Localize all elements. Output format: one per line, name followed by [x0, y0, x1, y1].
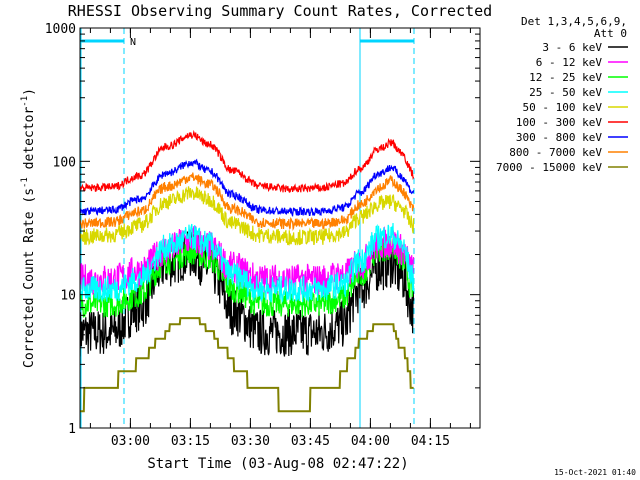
x-tick-label: 03:45	[291, 434, 330, 449]
series-line	[80, 158, 415, 217]
y-axis-label-mid: detector	[22, 107, 37, 178]
plot-area: N	[80, 28, 415, 428]
series-line	[80, 236, 415, 319]
y-axis-label-sup1: -1	[20, 177, 30, 188]
legend-entry-label: 800 - 7000 keV	[509, 146, 602, 159]
y-axis-label-end: )	[22, 88, 37, 96]
legend-header: Att 0	[594, 27, 627, 40]
legend-entry-label: 25 - 50 keV	[529, 86, 602, 99]
y-axis-label-main: Corrected Count Rate (s	[22, 188, 37, 368]
y-axis: 1 10 100 1000	[45, 22, 480, 437]
legend-entry-label: 7000 - 15000 keV	[496, 161, 602, 174]
legend-entry-label: 300 - 800 keV	[516, 131, 602, 144]
x-axis-label: Start Time (03-Aug-08 02:47:22)	[147, 456, 408, 472]
series-line	[80, 231, 415, 357]
night-flag-label: N	[130, 37, 136, 48]
series-line	[80, 186, 415, 247]
x-tick-label: 03:30	[231, 434, 270, 449]
x-tick-label: 04:15	[411, 434, 450, 449]
x-tick-label: 03:00	[111, 434, 150, 449]
y-tick-label: 10	[60, 289, 76, 304]
legend-entry-label: 50 - 100 keV	[523, 101, 603, 114]
series-layer	[80, 129, 415, 413]
series-line	[80, 222, 415, 304]
legend-entry-label: 100 - 300 keV	[516, 116, 602, 129]
legend: Det 1,3,4,5,6,9,Att 03 - 6 keV 6 - 12 keV…	[496, 15, 628, 174]
footer-timestamp: 15-Oct-2021 01:40	[554, 468, 636, 477]
plot-frame	[79, 27, 481, 429]
series-line	[80, 317, 414, 413]
x-tick-label: 03:15	[171, 434, 210, 449]
x-tick-label: 04:00	[351, 434, 390, 449]
series-line	[80, 129, 415, 194]
y-tick-label: 1	[68, 422, 76, 437]
y-tick-label: 1000	[45, 22, 76, 37]
x-axis: 03:00 03:15 03:30 03:45 04:00 04:15	[89, 28, 471, 449]
legend-entry-label: 6 - 12 keV	[536, 56, 603, 69]
chart-title: RHESSI Observing Summary Count Rates, Co…	[68, 2, 492, 20]
y-axis-label-sup2: -1	[20, 96, 30, 107]
series-line	[80, 172, 415, 231]
legend-header: Det 1,3,4,5,6,9,	[521, 15, 627, 28]
y-tick-label: 100	[53, 155, 76, 170]
legend-entry-label: 3 - 6 keV	[542, 41, 602, 54]
y-axis-label: Corrected Count Rate (s-1 detector-1)	[20, 88, 37, 368]
legend-entry-label: 12 - 25 keV	[529, 71, 602, 84]
